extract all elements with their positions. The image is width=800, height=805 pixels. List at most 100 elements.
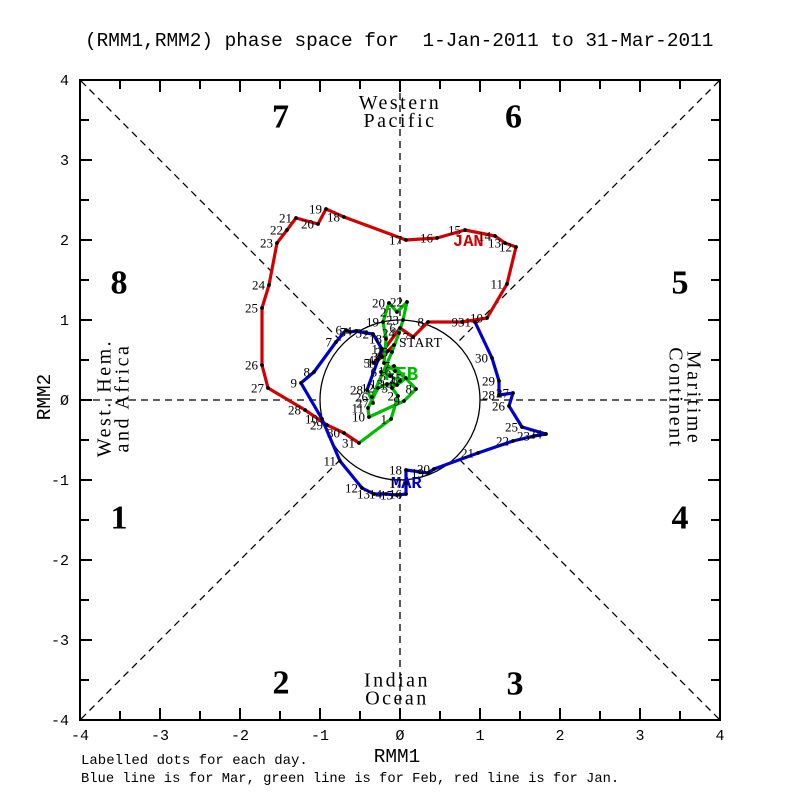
svg-text:1: 1 — [372, 342, 379, 357]
svg-text:3: 3 — [507, 666, 524, 703]
svg-text:5: 5 — [672, 265, 689, 302]
svg-text:2: 2 — [363, 327, 370, 342]
svg-text:29: 29 — [482, 374, 495, 389]
svg-text:RMM2: RMM2 — [34, 374, 56, 421]
svg-text:13: 13 — [370, 377, 383, 392]
svg-text:Ø: Ø — [395, 728, 404, 745]
svg-text:4: 4 — [346, 324, 353, 339]
svg-text:15: 15 — [389, 371, 402, 386]
svg-text:4: 4 — [390, 374, 397, 389]
svg-text:13: 13 — [357, 487, 370, 502]
svg-text:MaritimeContinent: MaritimeContinent — [665, 347, 705, 448]
svg-text:2: 2 — [388, 389, 395, 404]
svg-text:23: 23 — [517, 429, 530, 444]
svg-text:5: 5 — [364, 356, 371, 371]
svg-text:4: 4 — [368, 353, 375, 368]
svg-text:11: 11 — [490, 277, 503, 292]
svg-text:1: 1 — [60, 313, 69, 330]
svg-text:30: 30 — [475, 351, 488, 366]
svg-text:18: 18 — [327, 210, 340, 225]
svg-text:12: 12 — [499, 240, 512, 255]
svg-text:14: 14 — [478, 229, 492, 244]
svg-text:9: 9 — [452, 315, 459, 330]
svg-text:7: 7 — [272, 99, 289, 136]
svg-text:26: 26 — [245, 358, 259, 373]
svg-text:21: 21 — [380, 305, 393, 320]
svg-text:5: 5 — [340, 325, 347, 340]
svg-text:2: 2 — [378, 344, 385, 359]
svg-text:25: 25 — [375, 345, 388, 360]
svg-text:17: 17 — [367, 356, 381, 371]
svg-text:7: 7 — [326, 335, 333, 350]
svg-text:25: 25 — [245, 301, 258, 316]
svg-text:-2: -2 — [231, 728, 249, 745]
svg-text:17: 17 — [389, 476, 403, 491]
svg-text:18: 18 — [389, 463, 402, 478]
svg-text:-3: -3 — [51, 633, 69, 650]
svg-text:6: 6 — [390, 321, 397, 336]
svg-text:(RMM1,RMM2) phase space for 1: (RMM1,RMM2) phase space for 1-Jan-2011 t… — [85, 30, 713, 52]
svg-text:4: 4 — [715, 728, 724, 745]
svg-text:2: 2 — [273, 665, 290, 702]
svg-text:4: 4 — [672, 500, 689, 537]
svg-text:10: 10 — [470, 311, 483, 326]
svg-text:8: 8 — [406, 382, 413, 397]
svg-text:6: 6 — [371, 365, 378, 380]
svg-text:15: 15 — [380, 488, 393, 503]
svg-text:31: 31 — [458, 315, 471, 330]
svg-text:19: 19 — [366, 315, 379, 330]
svg-text:29: 29 — [310, 418, 323, 433]
svg-text:26: 26 — [355, 390, 369, 405]
svg-text:28: 28 — [482, 388, 495, 403]
svg-text:1: 1 — [475, 728, 484, 745]
svg-text:17: 17 — [389, 233, 403, 248]
svg-text:-2: -2 — [51, 553, 69, 570]
svg-text:11: 11 — [323, 454, 336, 469]
svg-text:22: 22 — [270, 223, 283, 238]
svg-text:10: 10 — [352, 410, 365, 425]
svg-text:-1: -1 — [311, 728, 329, 745]
svg-text:24: 24 — [529, 427, 543, 442]
svg-text:5: 5 — [380, 369, 387, 384]
svg-text:25: 25 — [505, 420, 518, 435]
svg-text:1: 1 — [111, 500, 128, 537]
svg-text:10: 10 — [305, 412, 318, 427]
svg-text:8: 8 — [111, 265, 128, 302]
svg-text:23: 23 — [386, 313, 399, 328]
svg-text:8: 8 — [418, 315, 425, 330]
svg-text:-3: -3 — [151, 728, 169, 745]
svg-text:28: 28 — [350, 383, 363, 398]
svg-text:24: 24 — [382, 326, 396, 341]
svg-text:23: 23 — [260, 236, 273, 251]
svg-text:RMM1: RMM1 — [374, 746, 421, 768]
svg-text:31: 31 — [342, 436, 355, 451]
svg-text:22: 22 — [390, 295, 403, 310]
svg-text:16: 16 — [378, 364, 392, 379]
svg-text:9: 9 — [394, 394, 401, 409]
svg-text:3: 3 — [635, 728, 644, 745]
svg-text:11: 11 — [351, 401, 364, 416]
svg-text:9: 9 — [291, 376, 298, 391]
svg-text:28: 28 — [288, 403, 301, 418]
svg-text:18: 18 — [369, 332, 382, 347]
svg-text:Labelled dots for each day.: Labelled dots for each day. — [81, 753, 308, 769]
svg-text:22: 22 — [496, 434, 509, 449]
svg-text:26: 26 — [492, 399, 506, 414]
svg-text:8: 8 — [304, 365, 311, 380]
svg-text:24: 24 — [252, 278, 266, 293]
svg-text:27: 27 — [356, 396, 370, 411]
svg-text:-1: -1 — [51, 473, 69, 490]
svg-text:7: 7 — [403, 330, 410, 345]
svg-text:-4: -4 — [71, 728, 89, 745]
svg-text:2: 2 — [555, 728, 564, 745]
svg-text:4: 4 — [60, 73, 69, 90]
svg-text:12: 12 — [361, 381, 374, 396]
svg-text:15: 15 — [448, 223, 461, 238]
svg-text:3: 3 — [382, 381, 389, 396]
svg-text:1: 1 — [381, 412, 388, 427]
svg-text:13: 13 — [488, 236, 501, 251]
svg-text:14: 14 — [380, 378, 394, 393]
svg-text:6: 6 — [505, 99, 522, 136]
